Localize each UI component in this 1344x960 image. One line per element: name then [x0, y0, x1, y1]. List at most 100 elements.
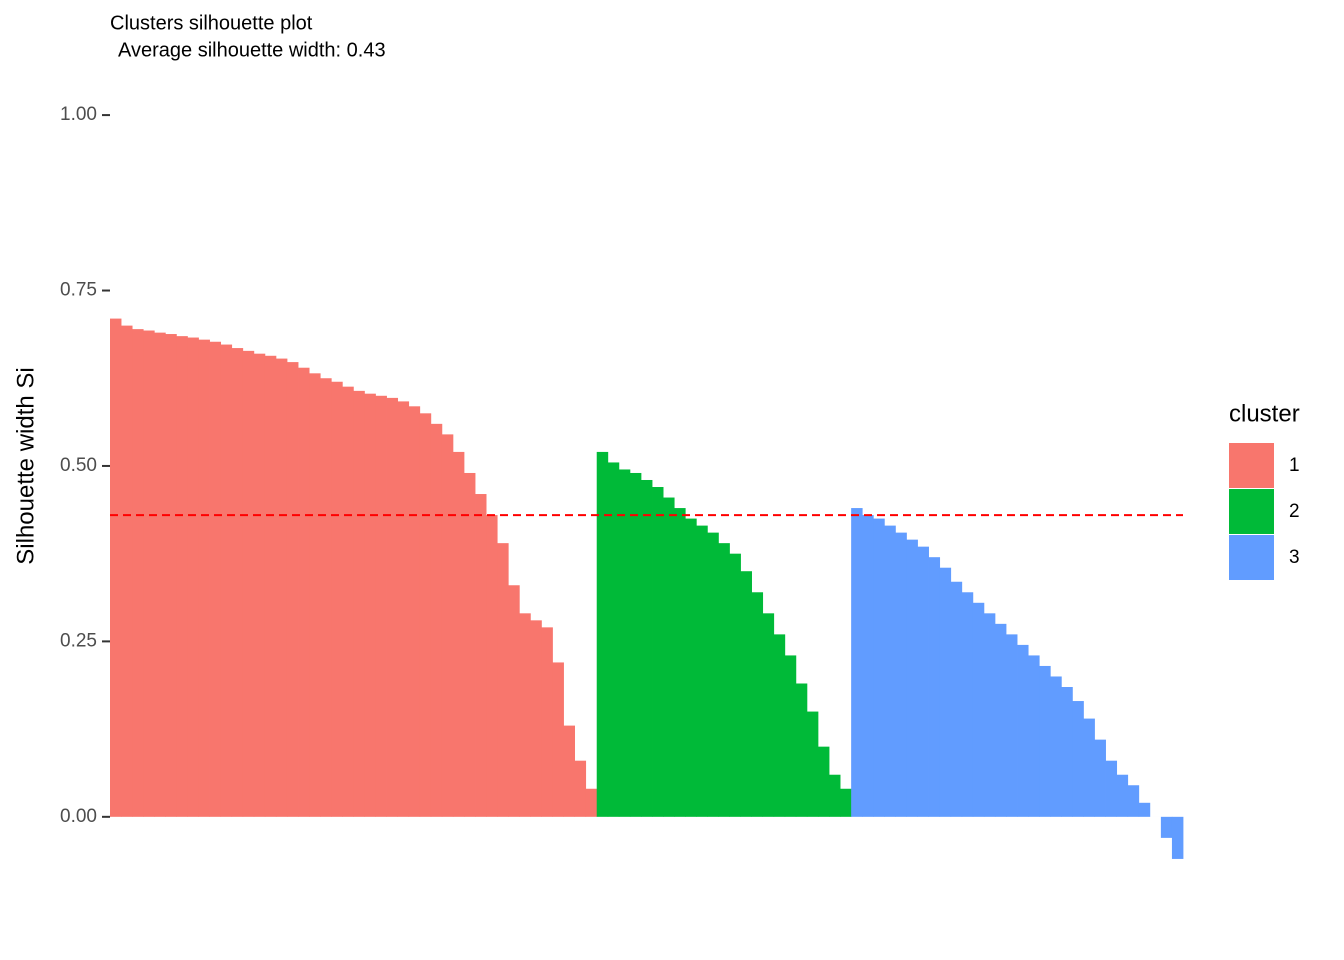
bar — [773, 634, 786, 817]
y-tick-label: 0.25 — [60, 630, 97, 651]
bar — [187, 337, 199, 817]
bar — [320, 378, 332, 817]
bar — [242, 350, 255, 817]
bar — [939, 567, 952, 817]
bar — [165, 334, 177, 817]
bar — [629, 472, 642, 817]
bar — [751, 592, 764, 817]
bar — [231, 348, 244, 817]
bar — [707, 532, 719, 817]
bar — [220, 344, 233, 817]
bar — [950, 581, 963, 817]
bar — [585, 788, 598, 817]
chart-subtitle: Average silhouette width: 0.43 — [118, 39, 386, 61]
bar — [519, 613, 531, 817]
bar — [740, 571, 752, 817]
bar — [331, 381, 343, 817]
bar — [729, 553, 741, 817]
bar — [696, 525, 708, 817]
bar — [1083, 718, 1095, 817]
bar — [253, 353, 266, 817]
bar — [497, 543, 509, 817]
bar — [143, 330, 155, 817]
bar — [1127, 785, 1140, 817]
bar — [342, 386, 354, 817]
legend-key — [1229, 535, 1274, 580]
bar — [607, 462, 620, 817]
bar — [286, 362, 299, 817]
bar — [264, 355, 277, 817]
y-tick-label: 1.00 — [60, 104, 97, 125]
bar — [209, 341, 222, 817]
bar — [596, 451, 609, 817]
bar — [1039, 665, 1051, 817]
legend-label: 1 — [1289, 455, 1300, 476]
bar — [364, 393, 376, 817]
bar — [198, 339, 210, 817]
bar — [994, 623, 1007, 817]
bar — [674, 508, 686, 817]
bar — [463, 472, 476, 817]
bar — [176, 336, 188, 817]
bar — [873, 518, 885, 817]
bar — [884, 525, 896, 817]
bar — [961, 592, 974, 817]
bar — [1171, 816, 1184, 859]
bar — [762, 613, 775, 817]
bar — [906, 539, 918, 817]
y-tick-label: 0.00 — [60, 806, 97, 827]
legend-label: 2 — [1289, 501, 1300, 522]
y-axis-label: Silhouette width Si — [12, 367, 39, 564]
bar — [806, 711, 819, 817]
bar — [132, 329, 144, 817]
bar — [640, 479, 653, 817]
bar — [353, 390, 365, 817]
bar — [895, 532, 907, 817]
bar — [663, 497, 675, 817]
bar — [530, 620, 542, 817]
bar — [1028, 655, 1040, 817]
bar — [983, 613, 996, 817]
bar — [1160, 816, 1173, 838]
bar — [1116, 774, 1129, 817]
bar — [784, 655, 797, 817]
bar — [275, 358, 288, 817]
bar — [309, 373, 321, 817]
bar — [475, 494, 487, 817]
bar — [486, 515, 498, 817]
bar — [1094, 739, 1106, 817]
bar — [1138, 802, 1151, 817]
bar — [1050, 676, 1062, 817]
bar — [563, 725, 575, 817]
bar — [795, 683, 808, 817]
bar — [862, 515, 874, 817]
legend-label: 3 — [1289, 547, 1300, 568]
bar — [121, 325, 133, 817]
bar — [430, 423, 443, 817]
y-tick-label: 0.75 — [60, 280, 97, 301]
bar — [574, 760, 587, 817]
bar — [685, 518, 697, 817]
bar — [397, 401, 410, 817]
bar — [298, 367, 310, 817]
bar — [718, 543, 730, 817]
bar — [375, 395, 387, 817]
bar — [154, 332, 166, 817]
bar — [541, 627, 553, 817]
bar — [1072, 701, 1084, 817]
bar — [1006, 634, 1018, 817]
bar — [508, 585, 520, 817]
y-tick-label: 0.50 — [60, 455, 97, 476]
bar — [419, 413, 432, 817]
bar — [829, 774, 841, 817]
bar — [851, 508, 863, 817]
bar — [552, 662, 564, 817]
bar — [972, 602, 985, 817]
bar — [1105, 760, 1118, 817]
bar — [917, 546, 929, 817]
legend-title: cluster — [1229, 400, 1300, 427]
bar — [452, 451, 465, 817]
chart-title: Clusters silhouette plot — [110, 12, 313, 34]
bar — [441, 434, 454, 817]
bar — [840, 788, 852, 817]
